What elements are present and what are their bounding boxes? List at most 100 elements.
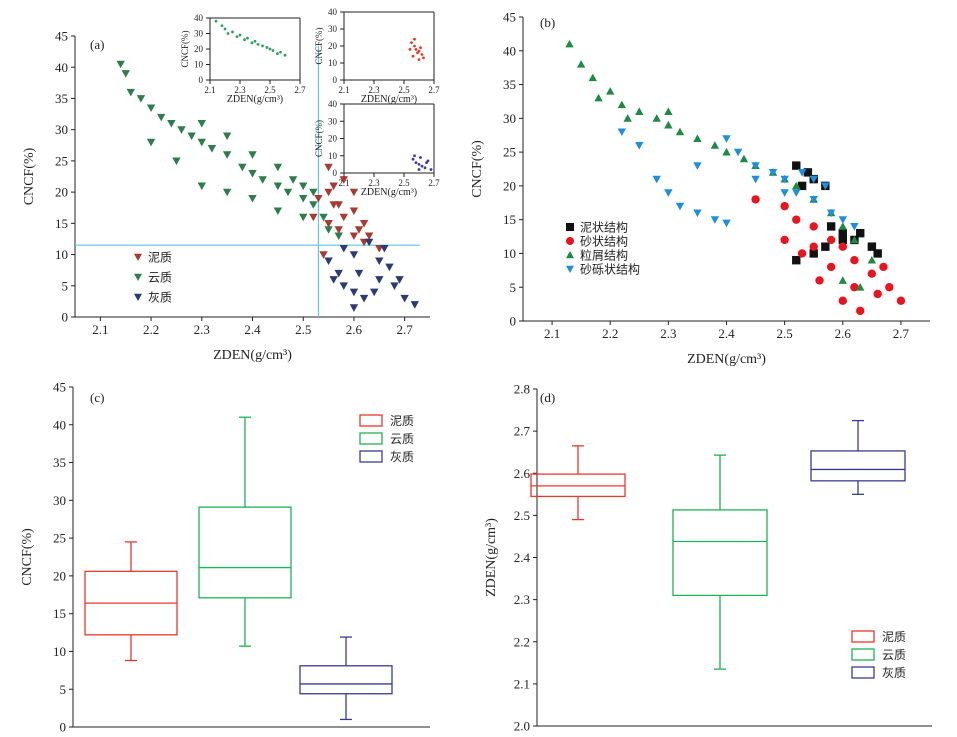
y-tick-label: 20 <box>503 178 516 193</box>
data-point <box>238 163 247 172</box>
data-point <box>273 207 283 216</box>
data-point <box>850 256 859 265</box>
y-tick-label: 45 <box>503 10 516 25</box>
data-point <box>588 73 597 82</box>
inset-point <box>420 164 424 168</box>
legend-marker <box>134 293 142 301</box>
data-point <box>324 226 333 234</box>
y-tick-label: 0 <box>333 75 338 85</box>
data-point <box>207 145 217 153</box>
inset-x-title: ZDEN(g/cm³) <box>227 94 283 105</box>
data-point <box>809 242 818 251</box>
data-point <box>635 141 644 150</box>
data-point <box>324 163 333 172</box>
data-point <box>319 251 328 259</box>
panel-d: 2.0 2.1 2.2 2.3 2.4 2.5 2.6 2.7 2.8 ZDEN(g/cm³) (d… <box>484 382 932 734</box>
data-point <box>867 269 877 278</box>
series-云质 <box>116 60 343 241</box>
y-tick-label: 35 <box>503 77 516 92</box>
legend-label: 泥质 <box>390 414 414 428</box>
box-泥质 <box>84 541 178 662</box>
data-point <box>359 294 369 303</box>
data-point <box>838 242 847 251</box>
data-point <box>821 242 830 251</box>
data-point <box>329 201 338 209</box>
data-point <box>780 201 789 211</box>
inset-point <box>423 166 427 170</box>
series-砂砾状结构 <box>617 128 859 231</box>
data-point <box>334 226 343 234</box>
y-tick-label: 30 <box>55 122 68 137</box>
data-point <box>172 157 181 166</box>
x-tick-label: 2.7 <box>294 85 306 95</box>
inset-point <box>268 47 272 51</box>
series-灰质 <box>324 238 419 312</box>
data-point <box>324 257 333 265</box>
data-point <box>780 189 789 197</box>
inset-point <box>411 54 415 58</box>
y-tick-label: 2.1 <box>514 676 530 691</box>
data-point <box>385 263 394 272</box>
data-point <box>821 182 830 191</box>
legend-label: 泥质 <box>148 251 172 265</box>
inset-point <box>417 162 421 166</box>
inset-point <box>414 48 418 51</box>
data-point <box>594 93 603 102</box>
data-point <box>739 154 749 163</box>
data-point <box>309 188 318 197</box>
inset-y-title: CNCF(%) <box>314 27 324 64</box>
legend-label: 灰质 <box>390 450 414 464</box>
data-point <box>693 134 702 142</box>
data-point <box>675 202 685 211</box>
legend-label: 云质 <box>390 432 414 446</box>
data-point <box>780 175 789 184</box>
y-tick-label: 30 <box>328 24 338 34</box>
data-point <box>359 219 369 228</box>
inset-point <box>253 39 257 43</box>
y-tick-label: 5 <box>510 280 517 295</box>
data-point <box>873 289 882 299</box>
data-point <box>248 194 257 203</box>
data-point <box>792 256 801 265</box>
data-point <box>792 189 801 197</box>
data-point <box>314 194 323 203</box>
y-tick-label: 2.7 <box>514 424 531 439</box>
data-point <box>309 201 318 209</box>
data-point <box>375 257 384 265</box>
y-tick-label: 30 <box>194 29 204 39</box>
data-point <box>324 188 333 197</box>
data-point <box>197 120 206 128</box>
data-point <box>197 182 206 191</box>
inset-point <box>408 48 412 51</box>
y-tick-label: 20 <box>194 44 204 54</box>
panel-a: 0 5 10 15 20 25 30 35 40 45 2.1 2.2 2.3 2.4 2.5 2.6 2.7 Z… <box>22 7 440 363</box>
data-point <box>157 113 166 122</box>
y-tick-label: 25 <box>503 145 516 160</box>
data-point <box>879 262 888 272</box>
data-point <box>797 181 807 191</box>
data-point <box>856 306 865 316</box>
x-tick-label: 2.6 <box>346 322 363 337</box>
data-point <box>675 127 685 136</box>
x-tick-label: 2.2 <box>602 326 618 341</box>
x-tick-label: 2.7 <box>428 85 440 95</box>
legend-swatch <box>359 450 383 463</box>
data-point <box>390 282 399 290</box>
data-point <box>177 126 186 134</box>
x-tick-label: 2.4 <box>718 326 735 341</box>
y-tick-label: 35 <box>53 455 66 470</box>
inset-point <box>231 30 234 34</box>
data-point <box>873 249 882 258</box>
data-point <box>187 132 196 141</box>
x-tick-label: 2.7 <box>397 322 414 337</box>
y-tick-label: 15 <box>53 606 66 621</box>
data-point <box>400 294 409 303</box>
y-tick-label: 10 <box>328 151 338 161</box>
data-point <box>299 213 308 222</box>
inset-point <box>419 156 422 159</box>
x-tick-label: 2.1 <box>338 85 349 95</box>
inset-point <box>429 168 433 171</box>
x-tick-label: 2.5 <box>398 85 410 95</box>
